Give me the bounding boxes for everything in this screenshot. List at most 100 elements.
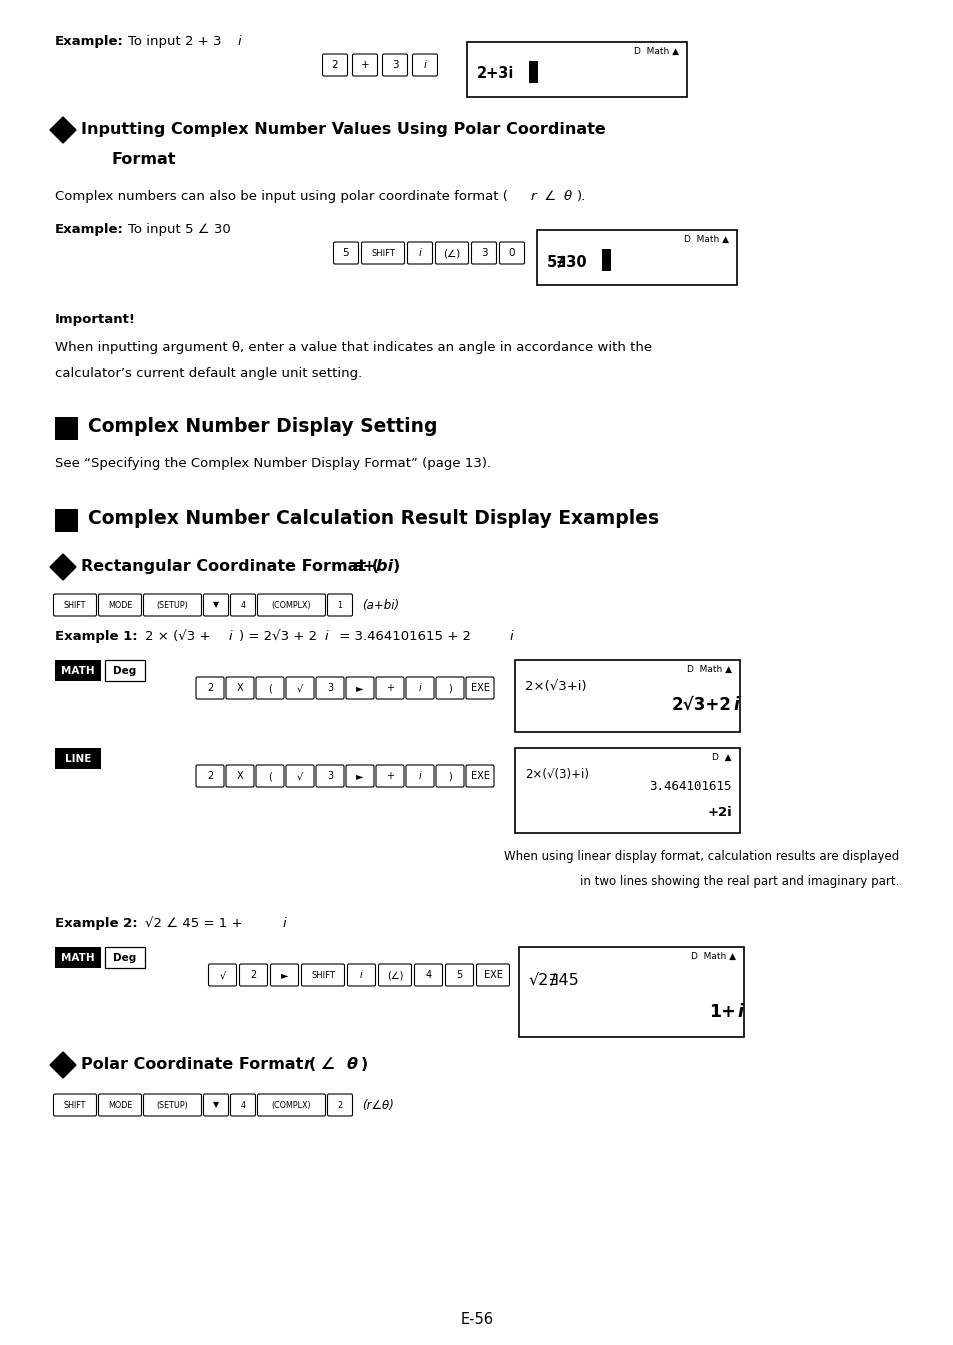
- Text: in two lines showing the real part and imaginary part.: in two lines showing the real part and i…: [579, 876, 898, 888]
- FancyBboxPatch shape: [143, 1093, 201, 1116]
- Polygon shape: [50, 1052, 76, 1077]
- FancyBboxPatch shape: [375, 677, 403, 699]
- Bar: [518, 947, 743, 1037]
- FancyBboxPatch shape: [327, 594, 352, 616]
- Text: MATH: MATH: [61, 952, 94, 963]
- Text: ).: ).: [577, 190, 586, 203]
- FancyBboxPatch shape: [286, 677, 314, 699]
- FancyBboxPatch shape: [257, 1093, 325, 1116]
- Text: SHIFT: SHIFT: [64, 600, 86, 609]
- Bar: [55, 417, 78, 440]
- Text: D  Math ▲: D Math ▲: [690, 952, 735, 960]
- Text: +: +: [360, 61, 369, 70]
- Text: i: i: [733, 695, 739, 714]
- Text: 5∄30: 5∄30: [546, 254, 587, 269]
- Text: 2: 2: [207, 683, 213, 693]
- Text: 2+3i: 2+3i: [476, 66, 514, 82]
- FancyBboxPatch shape: [203, 1093, 229, 1116]
- Text: (: (: [268, 683, 272, 693]
- FancyBboxPatch shape: [476, 964, 509, 986]
- Bar: [515, 660, 740, 732]
- Text: Polar Coordinate Format (: Polar Coordinate Format (: [81, 1057, 315, 1072]
- FancyBboxPatch shape: [436, 765, 463, 787]
- Text: See “Specifying the Complex Number Display Format” (page 13).: See “Specifying the Complex Number Displ…: [55, 457, 491, 469]
- Bar: [529, 62, 537, 83]
- Bar: [55, 748, 101, 769]
- Bar: [537, 230, 737, 285]
- Text: Deg: Deg: [113, 952, 136, 963]
- Text: Complex Number Display Setting: Complex Number Display Setting: [88, 417, 437, 436]
- Text: 2 × (√3 +: 2 × (√3 +: [145, 629, 214, 643]
- FancyBboxPatch shape: [406, 765, 434, 787]
- Text: 3: 3: [327, 771, 333, 781]
- Text: (COMPLX): (COMPLX): [272, 1100, 311, 1110]
- FancyBboxPatch shape: [195, 677, 224, 699]
- Text: To input 2 + 3: To input 2 + 3: [128, 35, 221, 48]
- Text: SHIFT: SHIFT: [371, 249, 395, 257]
- Bar: [55, 508, 78, 533]
- Text: 2: 2: [337, 1100, 342, 1110]
- Text: E-56: E-56: [460, 1311, 493, 1328]
- Text: ►: ►: [355, 683, 363, 693]
- FancyBboxPatch shape: [471, 242, 496, 264]
- Text: 3: 3: [392, 61, 398, 70]
- Text: 2: 2: [207, 771, 213, 781]
- FancyBboxPatch shape: [98, 1093, 141, 1116]
- Text: 3: 3: [480, 247, 487, 258]
- Text: (∠): (∠): [443, 247, 460, 258]
- FancyBboxPatch shape: [414, 964, 442, 986]
- Text: 3: 3: [327, 683, 333, 693]
- FancyBboxPatch shape: [375, 765, 403, 787]
- Text: D  Math ▲: D Math ▲: [634, 47, 679, 56]
- Text: Deg: Deg: [113, 666, 136, 675]
- Text: Example 2:: Example 2:: [55, 917, 142, 929]
- Polygon shape: [50, 117, 76, 143]
- FancyBboxPatch shape: [301, 964, 344, 986]
- FancyBboxPatch shape: [195, 765, 224, 787]
- Text: = 3.464101615 + 2: = 3.464101615 + 2: [335, 629, 471, 643]
- Bar: [55, 660, 101, 681]
- Text: Inputting Complex Number Values Using Polar Coordinate: Inputting Complex Number Values Using Po…: [81, 122, 605, 137]
- Text: (r∠θ): (r∠θ): [361, 1099, 394, 1111]
- Text: a+bi: a+bi: [353, 560, 394, 574]
- Text: 0: 0: [508, 247, 515, 258]
- Text: (SETUP): (SETUP): [156, 600, 188, 609]
- FancyBboxPatch shape: [98, 594, 141, 616]
- Text: MODE: MODE: [108, 1100, 132, 1110]
- Text: i: i: [418, 683, 421, 693]
- Text: 5: 5: [456, 970, 462, 981]
- Text: r: r: [303, 1057, 311, 1072]
- Text: X: X: [236, 771, 243, 781]
- FancyBboxPatch shape: [203, 594, 229, 616]
- Text: θ: θ: [347, 1057, 357, 1072]
- Text: EXE: EXE: [470, 683, 489, 693]
- Bar: [55, 947, 101, 968]
- Text: MODE: MODE: [108, 600, 132, 609]
- Bar: [105, 947, 145, 968]
- Text: 4: 4: [240, 1100, 245, 1110]
- Bar: [601, 249, 610, 272]
- FancyBboxPatch shape: [143, 594, 201, 616]
- FancyBboxPatch shape: [255, 765, 284, 787]
- FancyBboxPatch shape: [347, 964, 375, 986]
- Text: θ: θ: [563, 190, 572, 203]
- Text: Rectangular Coordinate Format (: Rectangular Coordinate Format (: [81, 560, 378, 574]
- Text: D  Math ▲: D Math ▲: [686, 664, 731, 674]
- Text: r: r: [531, 190, 536, 203]
- FancyBboxPatch shape: [226, 677, 253, 699]
- Text: D  ▲: D ▲: [712, 753, 731, 763]
- Text: +2i: +2i: [706, 806, 731, 819]
- Text: ∠: ∠: [539, 190, 559, 203]
- Text: 4: 4: [425, 970, 431, 981]
- Text: (∠): (∠): [386, 970, 403, 981]
- Text: 2×(√(3)+i): 2×(√(3)+i): [524, 768, 588, 781]
- Polygon shape: [50, 554, 76, 580]
- Text: 1: 1: [337, 600, 342, 609]
- Text: 2: 2: [332, 61, 338, 70]
- Text: (COMPLX): (COMPLX): [272, 600, 311, 609]
- Text: Complex Number Calculation Result Display Examples: Complex Number Calculation Result Displa…: [88, 508, 659, 529]
- Text: EXE: EXE: [470, 771, 489, 781]
- Text: i: i: [418, 771, 421, 781]
- Text: MATH: MATH: [61, 666, 94, 675]
- Text: SHIFT: SHIFT: [64, 1100, 86, 1110]
